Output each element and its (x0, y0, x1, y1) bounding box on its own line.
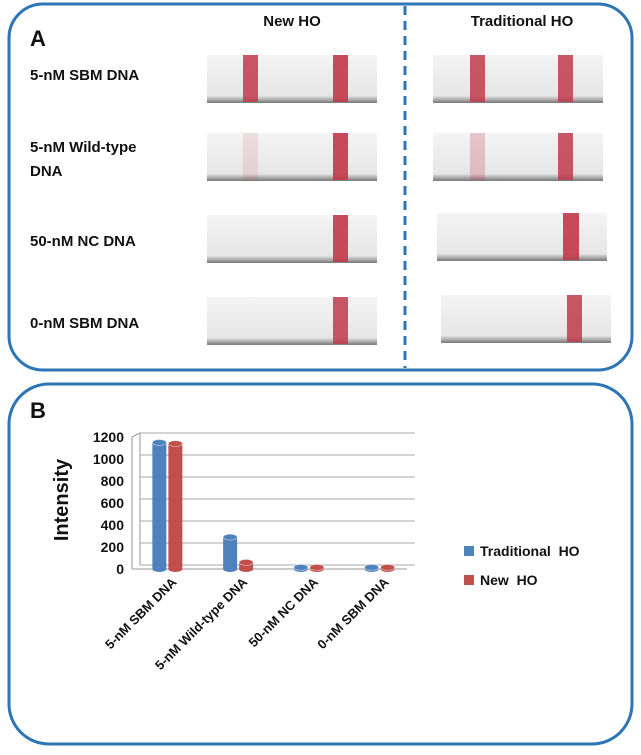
control-line (333, 297, 348, 344)
row-label: 5-nM SBM DNA (30, 67, 139, 84)
bar (152, 442, 167, 569)
bar-base (152, 566, 167, 572)
bar (168, 443, 183, 569)
y-axis-label: Intensity (51, 458, 73, 541)
panel-a-frame (7, 2, 634, 372)
x-tick-label: 5-nM SBM DNA (102, 574, 180, 652)
strip (433, 55, 603, 103)
y-tick-label: 400 (101, 517, 125, 533)
panel-label: A (30, 26, 46, 51)
row-label: 5-nM Wild-type DNA (30, 139, 137, 180)
row-label: 0-nM SBM DNA (30, 315, 139, 332)
strip (207, 133, 377, 181)
bar-top (380, 563, 396, 571)
bar-top (309, 563, 325, 571)
strip (441, 295, 611, 343)
bar-top (167, 440, 183, 448)
bar (223, 537, 238, 569)
strip (433, 133, 603, 181)
row-label: 50-nM NC DNA (30, 233, 136, 250)
y-tick-label: 800 (101, 473, 125, 489)
y-tick-label: 600 (101, 495, 125, 511)
bar-base (223, 566, 238, 572)
test-line (470, 133, 485, 180)
bar-top (238, 559, 254, 566)
y-tick-label: 1200 (93, 429, 124, 445)
strip (207, 215, 377, 263)
control-line (333, 215, 348, 262)
strips (207, 55, 611, 345)
strip (207, 297, 377, 345)
bar-base (168, 566, 183, 572)
y-tick-label: 0 (116, 561, 124, 577)
strip (207, 55, 377, 103)
test-line (470, 55, 485, 102)
control-line (558, 133, 573, 180)
control-line (558, 55, 573, 102)
control-line (567, 295, 582, 342)
bar-top (151, 439, 167, 446)
strip (437, 213, 607, 261)
bar-top (222, 533, 238, 541)
y-tick-label: 1000 (93, 451, 124, 467)
legend-label: Traditional HO (480, 543, 580, 559)
y-tick-label: 200 (101, 539, 125, 555)
panel-b-frame (7, 382, 634, 746)
legend-label: New HO (480, 572, 538, 588)
test-line (243, 55, 258, 102)
bar-base (239, 566, 254, 572)
test-line (243, 133, 258, 180)
control-line (563, 213, 579, 260)
bar-top (293, 563, 309, 571)
legend-swatch (464, 575, 474, 585)
axis (131, 432, 141, 438)
control-line (333, 55, 348, 102)
x-tick-label: 50-nM NC DNA (246, 574, 322, 650)
column-header: Traditional HO (471, 13, 574, 30)
panel-label: B (30, 398, 46, 423)
column-header: New HO (263, 13, 321, 30)
control-line (333, 133, 348, 180)
legend-swatch (464, 546, 474, 556)
x-tick-label: 0-nM SBM DNA (314, 574, 392, 652)
bar-top (364, 563, 380, 571)
